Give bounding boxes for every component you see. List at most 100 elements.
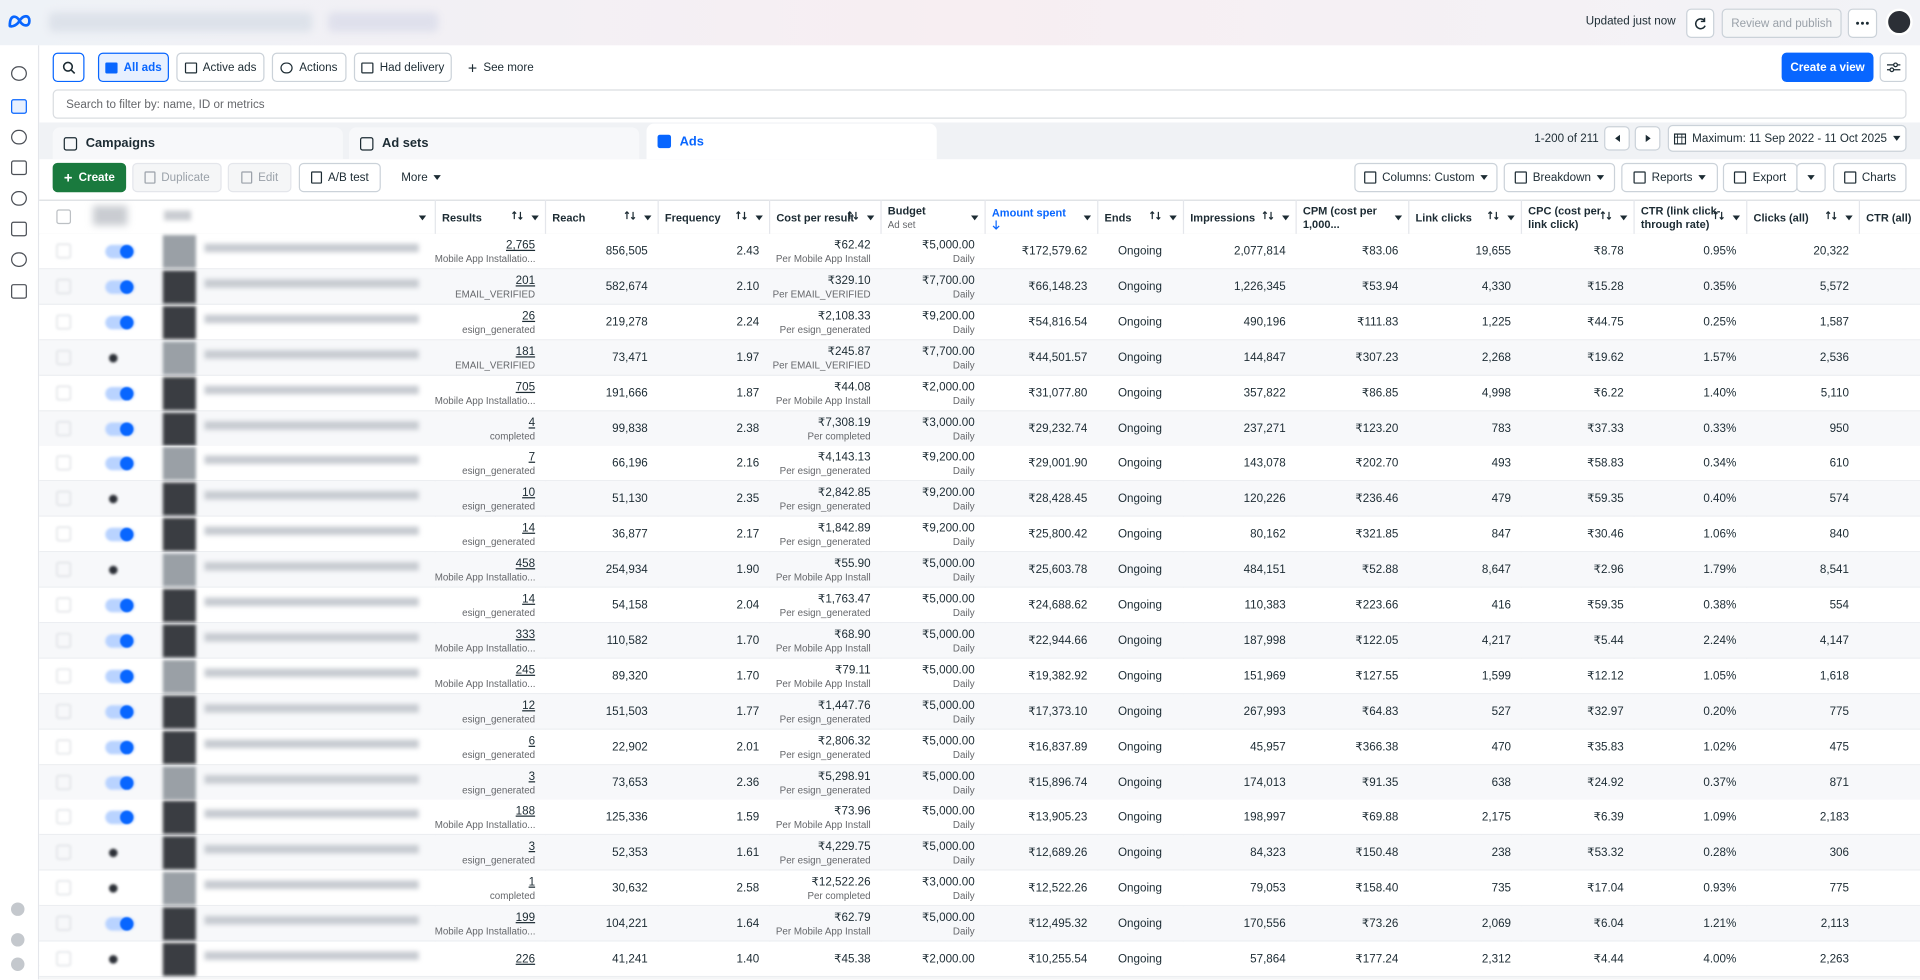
sidebar-icon[interactable]: [11, 129, 27, 145]
create-view-button[interactable]: Create a view: [1781, 52, 1874, 83]
sort-icon[interactable]: [1825, 210, 1837, 221]
checkbox[interactable]: [56, 632, 72, 648]
cell-value[interactable]: 181: [515, 344, 536, 359]
checkbox[interactable]: [56, 809, 72, 825]
action-button[interactable]: Edit: [227, 162, 292, 193]
checkbox[interactable]: [56, 349, 72, 365]
caret[interactable]: [1507, 215, 1515, 221]
column-header[interactable]: Cost per result: [776, 201, 859, 235]
toggle[interactable]: [108, 565, 118, 575]
cell-value[interactable]: 226: [515, 952, 536, 967]
cell-value[interactable]: 705: [515, 380, 536, 394]
caret[interactable]: [755, 215, 763, 221]
filter-chip[interactable]: Had delivery: [353, 52, 452, 83]
sidebar-icon[interactable]: [11, 66, 27, 81]
search-button[interactable]: [52, 52, 85, 83]
refresh-button[interactable]: [1686, 8, 1715, 38]
filter-chip[interactable]: Active ads: [176, 52, 265, 83]
cell-value[interactable]: 7: [528, 451, 536, 465]
column-header[interactable]: CPC (cost per link click): [1528, 201, 1612, 235]
cell-value[interactable]: 3: [528, 840, 536, 854]
prev-page[interactable]: [1604, 126, 1630, 151]
checkbox[interactable]: [56, 880, 72, 896]
toggle[interactable]: [108, 884, 118, 893]
caret[interactable]: [418, 215, 427, 221]
view-button[interactable]: Export: [1722, 162, 1798, 193]
checkbox[interactable]: [56, 420, 72, 436]
filter-chip[interactable]: Actions: [271, 52, 347, 83]
checkbox[interactable]: [56, 314, 72, 330]
checkbox[interactable]: [56, 385, 72, 400]
cell-value[interactable]: 199: [515, 911, 536, 925]
sidebar-icon[interactable]: [11, 252, 27, 267]
view-settings[interactable]: [1879, 52, 1907, 83]
cell-value[interactable]: 14: [522, 521, 536, 536]
action-button[interactable]: More: [389, 162, 454, 193]
sort-icon[interactable]: [1713, 210, 1724, 221]
sidebar-icon[interactable]: [11, 902, 25, 916]
checkbox[interactable]: [56, 491, 72, 507]
sort-icon[interactable]: [624, 210, 636, 221]
caret[interactable]: [531, 215, 539, 221]
account-selector[interactable]: [48, 12, 313, 32]
column-header[interactable]: Ends: [1104, 201, 1161, 235]
toggle[interactable]: [108, 848, 118, 858]
cell-value[interactable]: 14: [522, 592, 536, 607]
more-button[interactable]: [1847, 8, 1878, 38]
toggle[interactable]: [108, 955, 118, 964]
checkbox[interactable]: [56, 668, 72, 684]
date-picker[interactable]: Maximum: 11 Sep 2022 - 11 Oct 2025: [1667, 124, 1907, 152]
sort-icon[interactable]: [1487, 210, 1499, 221]
checkbox[interactable]: [56, 455, 72, 471]
view-button[interactable]: Reports: [1621, 162, 1718, 193]
caret[interactable]: [866, 215, 875, 221]
cell-value[interactable]: 201: [515, 274, 536, 288]
column-header[interactable]: Budget Ad set: [888, 201, 963, 235]
checkbox[interactable]: [56, 951, 72, 967]
cell-value[interactable]: 188: [515, 804, 536, 819]
checkbox[interactable]: [56, 774, 72, 790]
sort-icon[interactable]: [847, 210, 859, 221]
column-header[interactable]: CPM (cost per 1,000...: [1303, 201, 1386, 235]
search-input[interactable]: Search to filter by: name, ID or metrics: [52, 89, 1907, 119]
caret[interactable]: [1620, 215, 1628, 221]
export-dropdown[interactable]: [1796, 162, 1826, 193]
checkbox[interactable]: [56, 526, 72, 542]
view-button[interactable]: Charts: [1833, 162, 1907, 193]
column-header[interactable]: Link clicks: [1416, 201, 1499, 235]
caret[interactable]: [1394, 215, 1403, 221]
sort-icon[interactable]: [1262, 210, 1274, 221]
sort-icon[interactable]: [736, 210, 747, 221]
tab[interactable]: Campaigns: [52, 127, 343, 160]
cell-value[interactable]: 4: [528, 415, 536, 430]
sidebar-icon[interactable]: [11, 933, 25, 947]
view-button[interactable]: Columns: Custom: [1354, 162, 1498, 193]
avatar[interactable]: [1885, 8, 1913, 36]
next-page[interactable]: [1634, 126, 1661, 151]
tab[interactable]: Ads: [646, 123, 937, 160]
tab[interactable]: Ad sets: [348, 127, 640, 160]
checkbox[interactable]: [56, 916, 72, 931]
action-button[interactable]: A/B test: [298, 162, 381, 193]
cell-value[interactable]: 26: [522, 309, 536, 324]
sidebar-icon[interactable]: [11, 284, 27, 299]
business-selector[interactable]: [328, 12, 439, 32]
sort-icon[interactable]: [512, 210, 523, 221]
checkbox[interactable]: [56, 703, 72, 719]
filter-chip[interactable]: All ads: [97, 52, 169, 83]
column-header[interactable]: Amount spent: [992, 201, 1075, 235]
view-button[interactable]: Breakdown: [1503, 162, 1616, 193]
column-header[interactable]: Clicks (all): [1753, 201, 1837, 235]
caret[interactable]: [644, 215, 652, 221]
toggle[interactable]: [108, 495, 118, 504]
checkbox[interactable]: [56, 597, 72, 613]
cell-value[interactable]: 2,765: [505, 238, 536, 253]
publish-button[interactable]: Review and publish: [1721, 8, 1842, 38]
checkbox[interactable]: [56, 243, 72, 259]
checkbox[interactable]: [56, 845, 72, 860]
cell-value[interactable]: 1: [528, 875, 536, 890]
checkbox[interactable]: [56, 562, 72, 577]
checkbox[interactable]: [56, 739, 72, 754]
see-more[interactable]: + See more: [467, 53, 536, 82]
sort-icon[interactable]: [1600, 210, 1612, 221]
